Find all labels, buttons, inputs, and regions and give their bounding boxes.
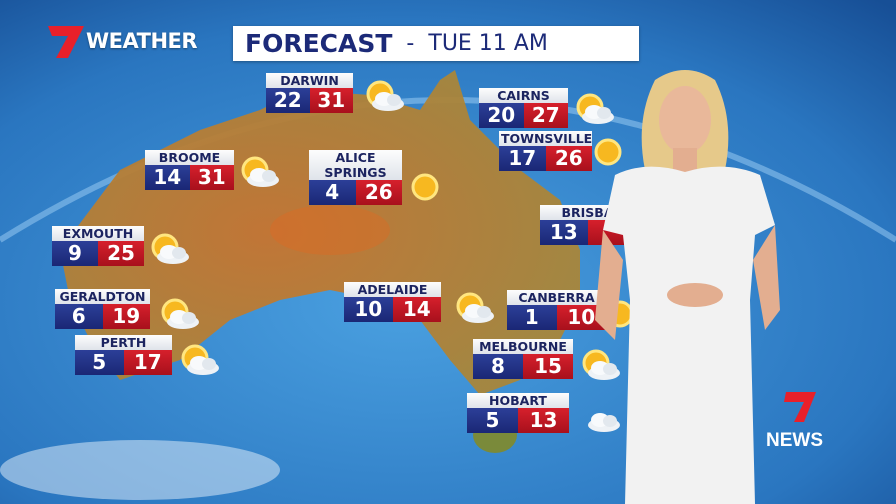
presenter (595, 70, 780, 504)
partly-cloudy-icon (161, 298, 199, 329)
max-temp: 26 (355, 180, 402, 205)
max-temp: 31 (309, 88, 353, 113)
city-forecast-card: CANBERRA 1 10 (507, 290, 606, 330)
city-forecast-card: ADELAIDE 10 14 (344, 282, 441, 322)
city-forecast-card: TOWNSVILLE 17 26 (499, 131, 592, 171)
max-temp: 15 (523, 354, 573, 379)
forecast-time: TUE 11 AM (428, 31, 548, 56)
city-forecast-card: DARWIN 22 31 (266, 73, 353, 113)
forecast-title-bar: FORECAST - TUE 11 AM (233, 26, 639, 61)
partly-cloudy-icon (181, 344, 219, 375)
city-name: PERTH (75, 335, 172, 350)
max-temp: 25 (98, 241, 144, 266)
min-temp: 6 (55, 304, 103, 329)
city-forecast-card: HOBART 5 13 (467, 393, 569, 433)
cloud-icon (588, 413, 620, 432)
city-name: GERALDTON (55, 289, 150, 304)
city-forecast-card: GERALDTON 6 19 (55, 289, 150, 329)
min-temp: 9 (52, 241, 98, 266)
min-temp: 20 (479, 103, 524, 128)
city-forecast-card: BROOME 14 31 (145, 150, 234, 190)
city-name: DARWIN (266, 73, 353, 88)
city-name: CANBERRA (507, 290, 606, 305)
min-temp: 4 (309, 180, 356, 205)
max-temp: 26 (545, 146, 592, 171)
max-temp: 19 (102, 304, 150, 329)
partly-cloudy-icon (241, 156, 279, 187)
city-name: CAIRNS (479, 88, 568, 103)
max-temp: 14 (392, 297, 441, 322)
city-forecast-card: PERTH 5 17 (75, 335, 172, 375)
city-name: BROOME (145, 150, 234, 165)
max-temp: 17 (123, 350, 172, 375)
min-temp: 17 (499, 146, 546, 171)
svg-text:NEWS: NEWS (766, 430, 823, 450)
city-name: MELBOURNE (473, 339, 573, 354)
partly-cloudy-icon (151, 233, 189, 264)
max-temp: 31 (189, 165, 234, 190)
max-temp: 13 (518, 408, 569, 433)
sun-icon (594, 138, 622, 166)
city-forecast-card: ALICE SPRINGS 4 26 (309, 150, 402, 205)
min-temp: 13 (540, 220, 588, 245)
min-temp: 14 (145, 165, 190, 190)
city-forecast-card: MELBOURNE 8 15 (473, 339, 573, 379)
partly-cloudy-icon (582, 349, 620, 380)
city-name: EXMOUTH (52, 226, 144, 241)
title-separator: - (406, 31, 415, 56)
min-temp: 10 (344, 297, 393, 322)
min-temp: 1 (507, 305, 557, 330)
city-name: TOWNSVILLE (499, 131, 593, 146)
min-temp: 5 (75, 350, 124, 375)
min-temp: 5 (467, 408, 518, 433)
seven-logo (48, 26, 84, 58)
min-temp: 8 (473, 354, 523, 379)
seven-news-logo: NEWS (766, 392, 823, 450)
forecast-title: FORECAST (245, 29, 393, 58)
city-name: ALICE SPRINGS (309, 150, 402, 180)
min-temp: 22 (266, 88, 310, 113)
city-forecast-card: CAIRNS 20 27 (479, 88, 568, 128)
weather-brand-label: WEATHER (86, 29, 198, 53)
partly-cloudy-icon (576, 93, 614, 124)
city-forecast-card: EXMOUTH 9 25 (52, 226, 144, 266)
city-name: HOBART (467, 393, 569, 408)
partly-cloudy-icon (456, 292, 494, 323)
city-name: ADELAIDE (344, 282, 441, 297)
partly-cloudy-icon (366, 80, 404, 111)
max-temp: 27 (523, 103, 568, 128)
sun-icon (411, 173, 439, 201)
